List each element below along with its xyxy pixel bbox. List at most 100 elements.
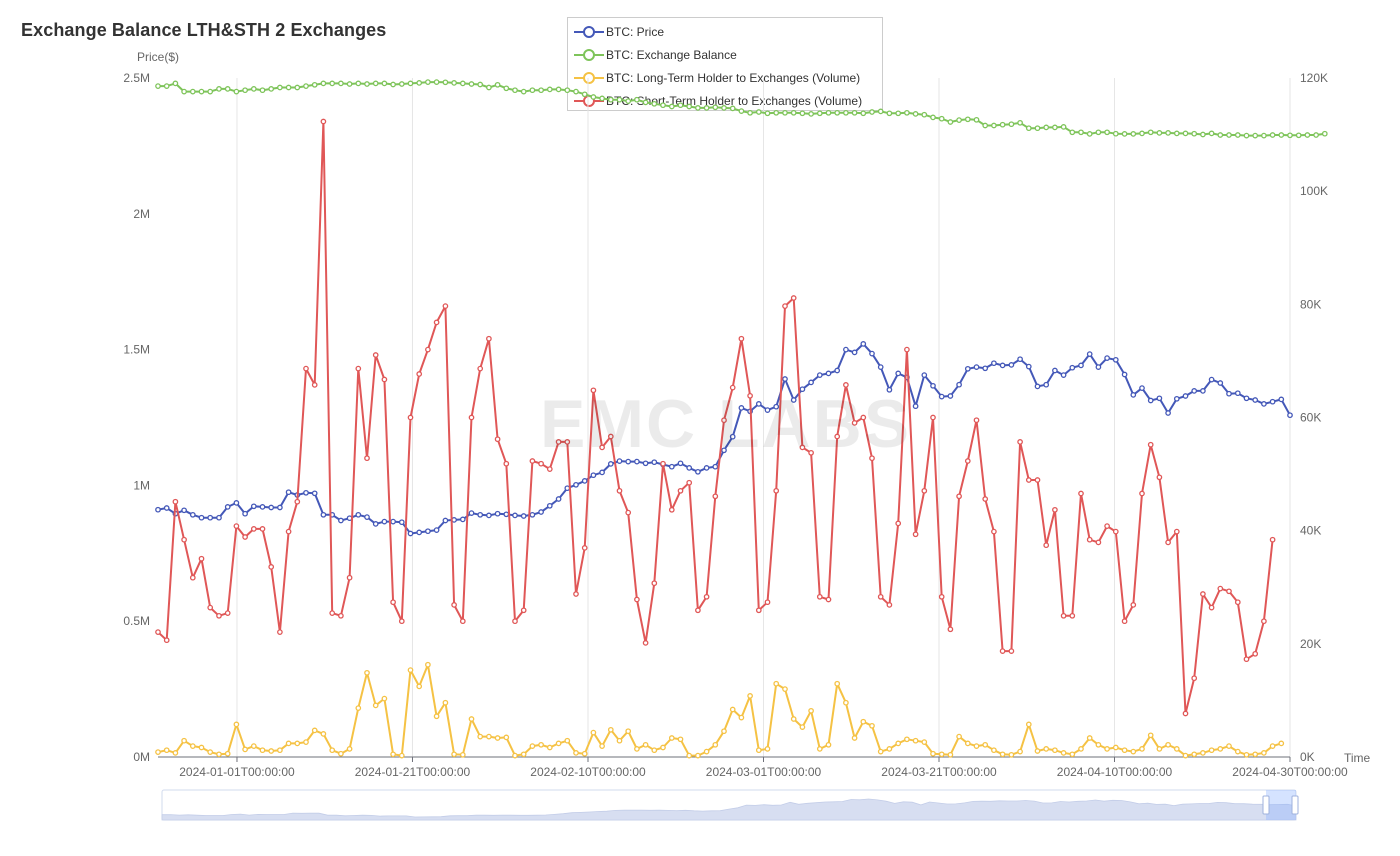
data-point [1095, 129, 1102, 136]
data-point [338, 612, 344, 619]
slider-handle-left[interactable] [1262, 795, 1270, 815]
data-point [355, 365, 362, 372]
data-point [407, 530, 414, 537]
data-point [442, 303, 449, 309]
data-point [224, 504, 231, 510]
data-point [877, 364, 884, 370]
data-point [1200, 750, 1206, 756]
data-point [982, 122, 989, 129]
data-point [198, 88, 205, 95]
chart-title: Exchange Balance LTH&STH 2 Exchanges [21, 20, 387, 40]
data-point [1208, 604, 1215, 611]
data-point [686, 465, 693, 471]
data-point [268, 86, 275, 92]
data-point [1261, 401, 1267, 407]
data-point [216, 612, 222, 619]
data-point [181, 88, 187, 95]
data-point [198, 514, 205, 521]
data-point [1217, 746, 1224, 752]
data-point [1313, 132, 1319, 138]
data-point [599, 743, 605, 749]
data-point [1095, 741, 1102, 748]
data-point [1321, 130, 1328, 137]
data-point [703, 105, 710, 111]
data-point [1052, 506, 1058, 513]
data-point [1287, 132, 1293, 139]
data-point [503, 511, 510, 518]
data-point [616, 737, 623, 744]
y-right-tick-label: 60K [1300, 411, 1321, 425]
data-point [529, 458, 536, 464]
data-point [851, 109, 858, 116]
data-point [155, 749, 161, 755]
data-point [250, 743, 257, 749]
data-point [1304, 132, 1311, 138]
data-point [930, 414, 936, 421]
data-point [512, 512, 518, 519]
data-point [459, 618, 466, 625]
data-point [407, 80, 414, 87]
data-point [599, 95, 605, 102]
data-point [320, 731, 327, 737]
data-point [625, 98, 632, 104]
data-point [947, 119, 954, 125]
data-point [529, 511, 536, 518]
data-point [1060, 372, 1067, 378]
data-point [599, 469, 605, 476]
data-point [555, 439, 562, 445]
data-point [782, 686, 788, 692]
data-point [564, 737, 571, 744]
data-point [642, 640, 649, 646]
data-point [564, 485, 571, 492]
x-tick-label: 2024-04-30T00:00:00 [1232, 765, 1348, 779]
slider-overview [161, 798, 1297, 821]
data-point [233, 523, 240, 529]
data-point [425, 661, 431, 668]
data-point [782, 109, 788, 116]
data-point [686, 479, 693, 486]
data-point [912, 737, 919, 744]
data-point [1173, 528, 1180, 535]
data-point [991, 528, 997, 535]
data-point [651, 747, 658, 754]
data-point [163, 83, 170, 89]
legend-item-price[interactable]: BTC: Price [574, 20, 882, 43]
data-point [712, 741, 719, 748]
data-point [1217, 585, 1224, 592]
data-point [712, 463, 719, 470]
data-point [1269, 536, 1276, 543]
data-point [555, 496, 562, 502]
data-point [1069, 129, 1076, 136]
data-point [329, 610, 336, 616]
slider-handle-right[interactable] [1291, 795, 1299, 815]
data-point [1069, 364, 1076, 371]
data-point [755, 401, 762, 407]
data-point [642, 99, 649, 106]
data-point [329, 80, 336, 87]
data-point [964, 740, 971, 747]
data-point [163, 505, 170, 511]
data-point [947, 393, 954, 399]
data-point [938, 593, 945, 600]
series-1 [155, 79, 1328, 139]
y-right-tick-label: 120K [1300, 71, 1328, 85]
data-point [808, 707, 814, 714]
data-point [285, 489, 292, 496]
data-point [625, 728, 632, 735]
data-point [468, 414, 475, 421]
legend-item-lth[interactable]: BTC: Long-Term Holder to Exchanges (Volu… [574, 66, 882, 89]
data-point [625, 509, 632, 516]
data-point [224, 750, 231, 757]
data-point [973, 417, 980, 424]
data-point [895, 370, 902, 377]
data-point [311, 490, 318, 497]
data-point [268, 564, 275, 570]
data-point [224, 610, 231, 616]
data-point [163, 747, 170, 754]
data-point [233, 721, 240, 728]
legend-item-exchange-balance[interactable]: BTC: Exchange Balance [574, 43, 882, 66]
data-point [1208, 747, 1215, 754]
data-point [294, 498, 301, 505]
data-point [1234, 599, 1241, 606]
data-point [886, 746, 893, 752]
